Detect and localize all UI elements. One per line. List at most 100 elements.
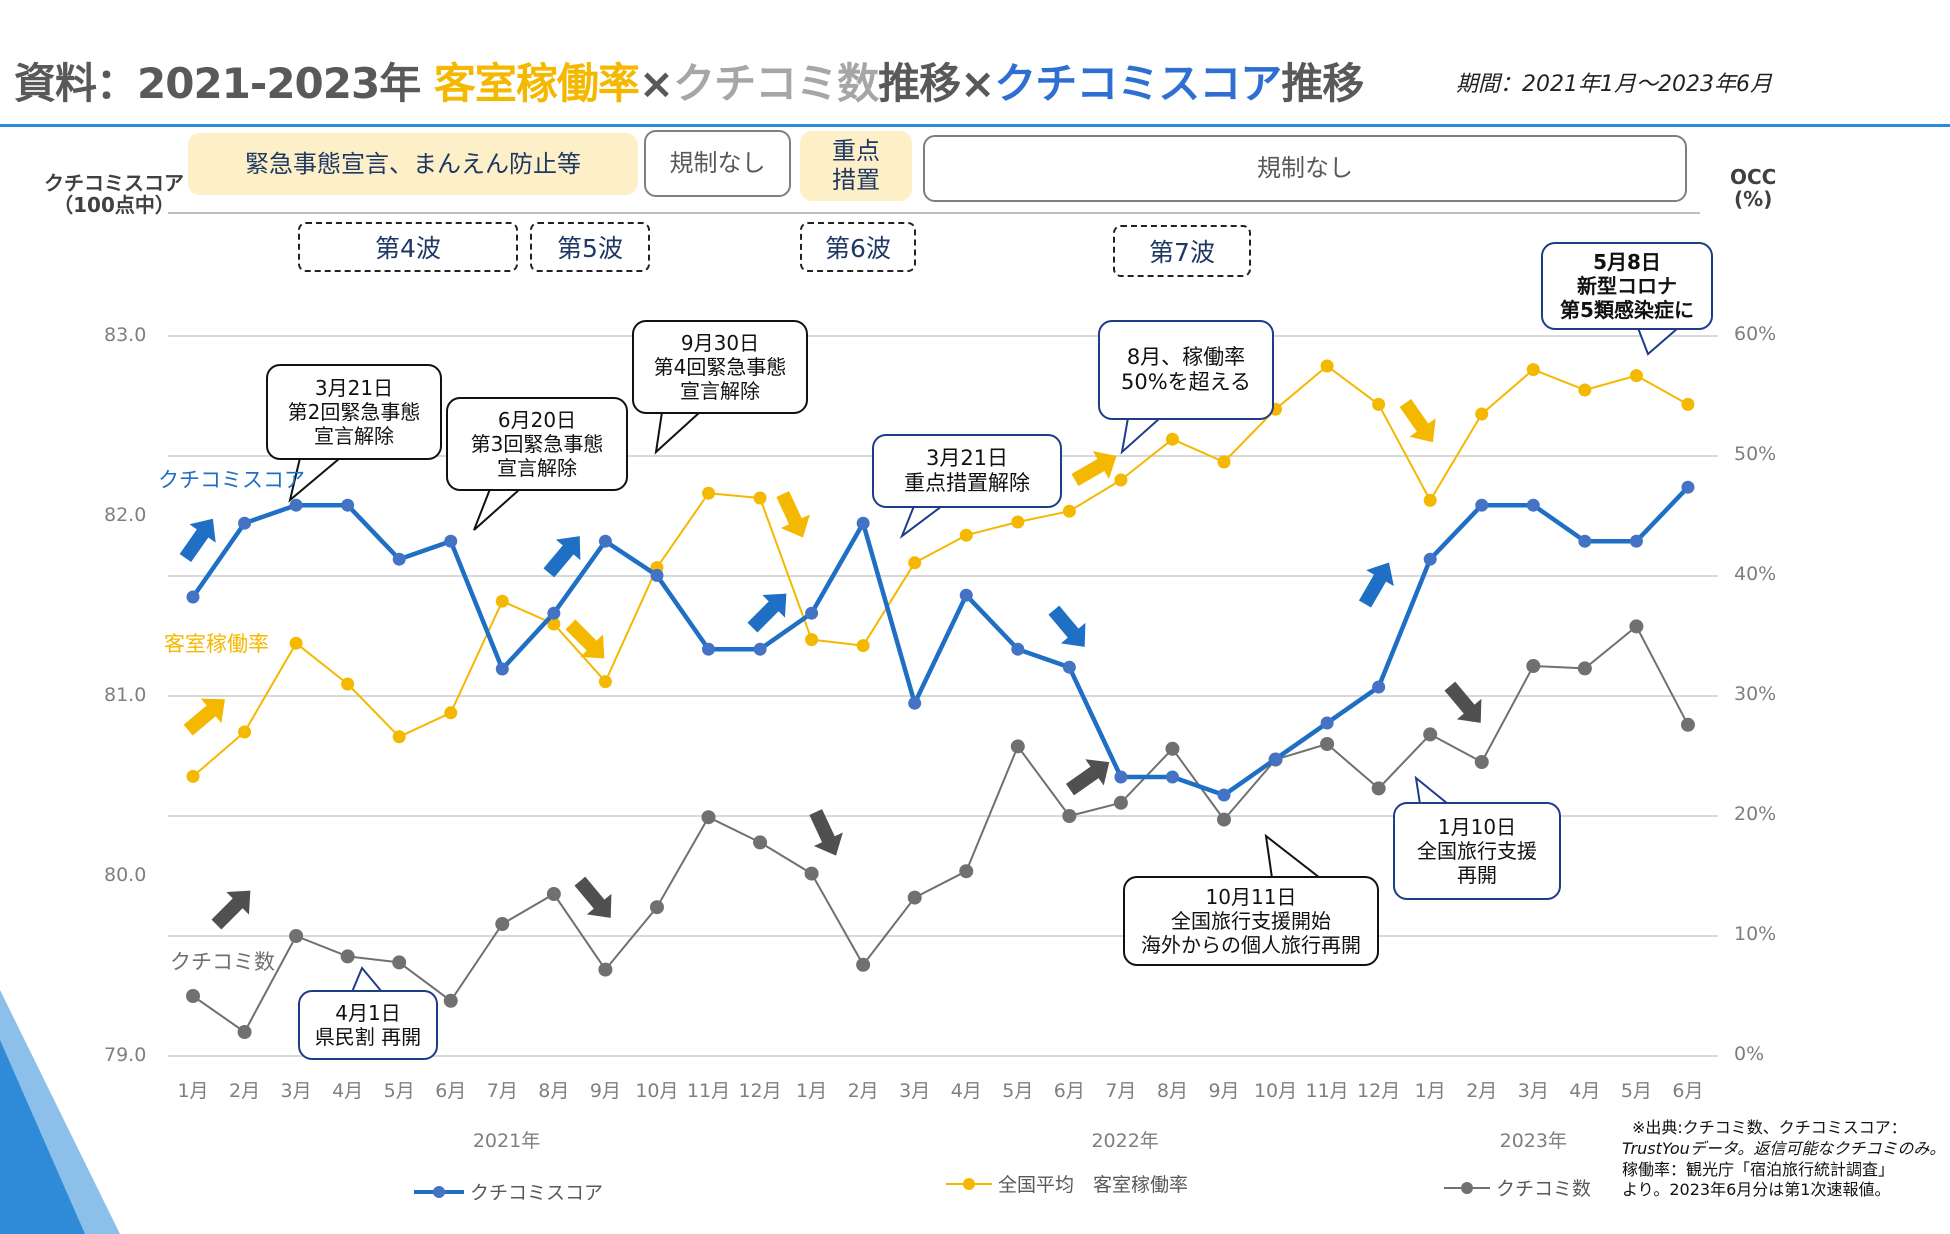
data-point-score (805, 606, 819, 620)
data-point-occupancy (1526, 363, 1540, 377)
title-sep: × (638, 59, 674, 108)
period-label: 期間：2021年1月～2023年6月 (1456, 72, 1772, 97)
callout-tail (1264, 833, 1323, 879)
trend-arrow-occupancy-icon-shape (776, 491, 810, 538)
data-point-reviews (1371, 781, 1386, 796)
x-axis-tick-label: 1月 (177, 1080, 209, 1102)
left-axis-tick-label: 80.0 (104, 864, 147, 886)
callout-1011-travel-support: 10月11日 全国旅行支援開始 海外からの個人旅行再開 (1123, 876, 1379, 966)
trend-arrow-score-icon (543, 536, 581, 578)
year-label: 2021年 (472, 1130, 541, 1152)
regulation-band-none-2: 規制なし (923, 135, 1687, 202)
series-label-reviews: クチコミ数 (170, 950, 275, 974)
series-label-occupancy: 客室稼働率 (164, 632, 269, 656)
legend-occupancy-marker-icon (946, 1177, 992, 1190)
series-line-occupancy (192, 365, 1689, 778)
data-point-reviews (392, 955, 407, 970)
data-point-reviews (753, 835, 768, 850)
trend-arrow-occupancy-icon-shape (183, 698, 225, 736)
wave-4-box: 第4波 (298, 222, 518, 272)
right-axis-tick-label: 0% (1734, 1043, 1765, 1065)
right-axis-tick-label: 40% (1734, 563, 1777, 585)
data-point-score (1475, 498, 1489, 512)
trend-arrow-occupancy-icon (776, 491, 810, 538)
data-point-score (650, 568, 664, 582)
x-axis-tick-label: 4月 (1569, 1080, 1601, 1102)
data-point-reviews (1577, 661, 1592, 676)
data-point-score (1320, 716, 1334, 730)
series-line-reviews (192, 625, 1689, 1033)
data-point-reviews (289, 929, 304, 943)
trend-arrow-occupancy-icon (183, 698, 225, 736)
data-point-reviews (1423, 727, 1438, 742)
data-point-reviews (701, 810, 716, 825)
data-point-occupancy (753, 491, 767, 505)
regulation-band-priority-measures: 重点 措置 (800, 131, 912, 201)
trend-arrow-occupancy-icon-shape (1399, 398, 1436, 443)
x-axis-tick-label: 6月 (1672, 1080, 1704, 1102)
title-bar (0, 0, 1950, 127)
data-point-occupancy (805, 633, 819, 647)
x-axis-tick-label: 7月 (1105, 1080, 1137, 1102)
data-point-reviews (907, 890, 922, 905)
trend-arrow-reviews-icon (1444, 681, 1482, 723)
data-point-score (341, 498, 355, 512)
trend-arrow-score-icon-shape (543, 536, 581, 578)
data-point-score (1114, 770, 1128, 784)
title-reviews: クチコミ数 (673, 59, 879, 108)
data-point-occupancy (186, 769, 200, 783)
x-axis-tick-label: 3月 (1517, 1080, 1549, 1102)
data-point-reviews (649, 900, 664, 915)
callout-0110-travel-support-resume: 1月10日 全国旅行支援 再開 (1393, 802, 1561, 900)
left-axis-tick-label: 79.0 (104, 1044, 147, 1066)
regulation-band-emergency: 緊急事態宣言、まんえん防止等 (188, 133, 638, 195)
x-axis-tick-label: 10月 (1253, 1080, 1298, 1102)
left-axis-title: クチコミスコア （100点中） (44, 171, 184, 217)
trend-arrow-reviews-icon (1065, 759, 1110, 796)
data-point-score (1372, 680, 1386, 694)
data-point-occupancy (1372, 397, 1386, 411)
data-point-score (959, 588, 973, 602)
data-point-occupancy (1320, 359, 1334, 373)
footnote-line-4: より。2023年6月分は第1次速報値。 (1622, 1180, 1891, 1200)
trend-arrow-reviews-icon-shape (211, 890, 251, 930)
callout-tail (654, 411, 703, 455)
x-axis-tick-label: 2月 (1466, 1080, 1498, 1102)
callout-tail (350, 966, 385, 993)
corner-decoration (0, 990, 120, 1234)
trend-arrow-reviews-icon-shape (1065, 759, 1110, 796)
data-point-score (856, 516, 870, 530)
data-point-occupancy (959, 528, 973, 542)
data-point-reviews (804, 866, 819, 881)
legend-item-reviews: クチコミ数 (1444, 1174, 1591, 1201)
data-point-reviews (1526, 659, 1541, 673)
data-point-reviews (1165, 741, 1180, 756)
data-point-occupancy (856, 639, 870, 653)
right-axis-tick-label: 30% (1734, 683, 1777, 705)
data-point-score (1217, 788, 1231, 802)
trend-arrow-score-icon (1358, 562, 1394, 608)
data-point-occupancy (702, 486, 715, 500)
x-axis-tick-label: 12月 (738, 1080, 782, 1102)
trend-arrow-score-icon (179, 518, 216, 563)
callout-0401-prefectural-discount: 4月1日 県民割 再開 (298, 990, 438, 1060)
data-point-occupancy (1629, 369, 1643, 383)
regulation-band-none-1: 規制なし (644, 130, 791, 197)
title-score: クチコミスコア (994, 59, 1282, 108)
x-axis-tick-label: 5月 (1620, 1080, 1652, 1102)
right-axis-tick-label: 60% (1734, 323, 1777, 345)
trend-arrow-score-icon (1048, 605, 1086, 647)
callout-0930-emergency-lift: 9月30日 第4回緊急事態 宣言解除 (632, 320, 808, 414)
callout-tail (1120, 417, 1163, 455)
trend-arrow-score-icon-shape (747, 593, 787, 633)
data-point-reviews (1113, 795, 1128, 810)
data-point-score (289, 498, 303, 512)
x-axis-tick-label: 9月 (1208, 1080, 1240, 1102)
series-label-score: クチコミスコア (158, 468, 305, 492)
data-point-occupancy (1062, 504, 1076, 518)
data-point-occupancy (1423, 493, 1437, 507)
data-point-occupancy (1011, 515, 1025, 529)
data-point-reviews (1010, 739, 1025, 754)
callout-0321-priority-lift: 3月21日 重点措置解除 (872, 434, 1062, 508)
data-point-occupancy (341, 677, 355, 691)
